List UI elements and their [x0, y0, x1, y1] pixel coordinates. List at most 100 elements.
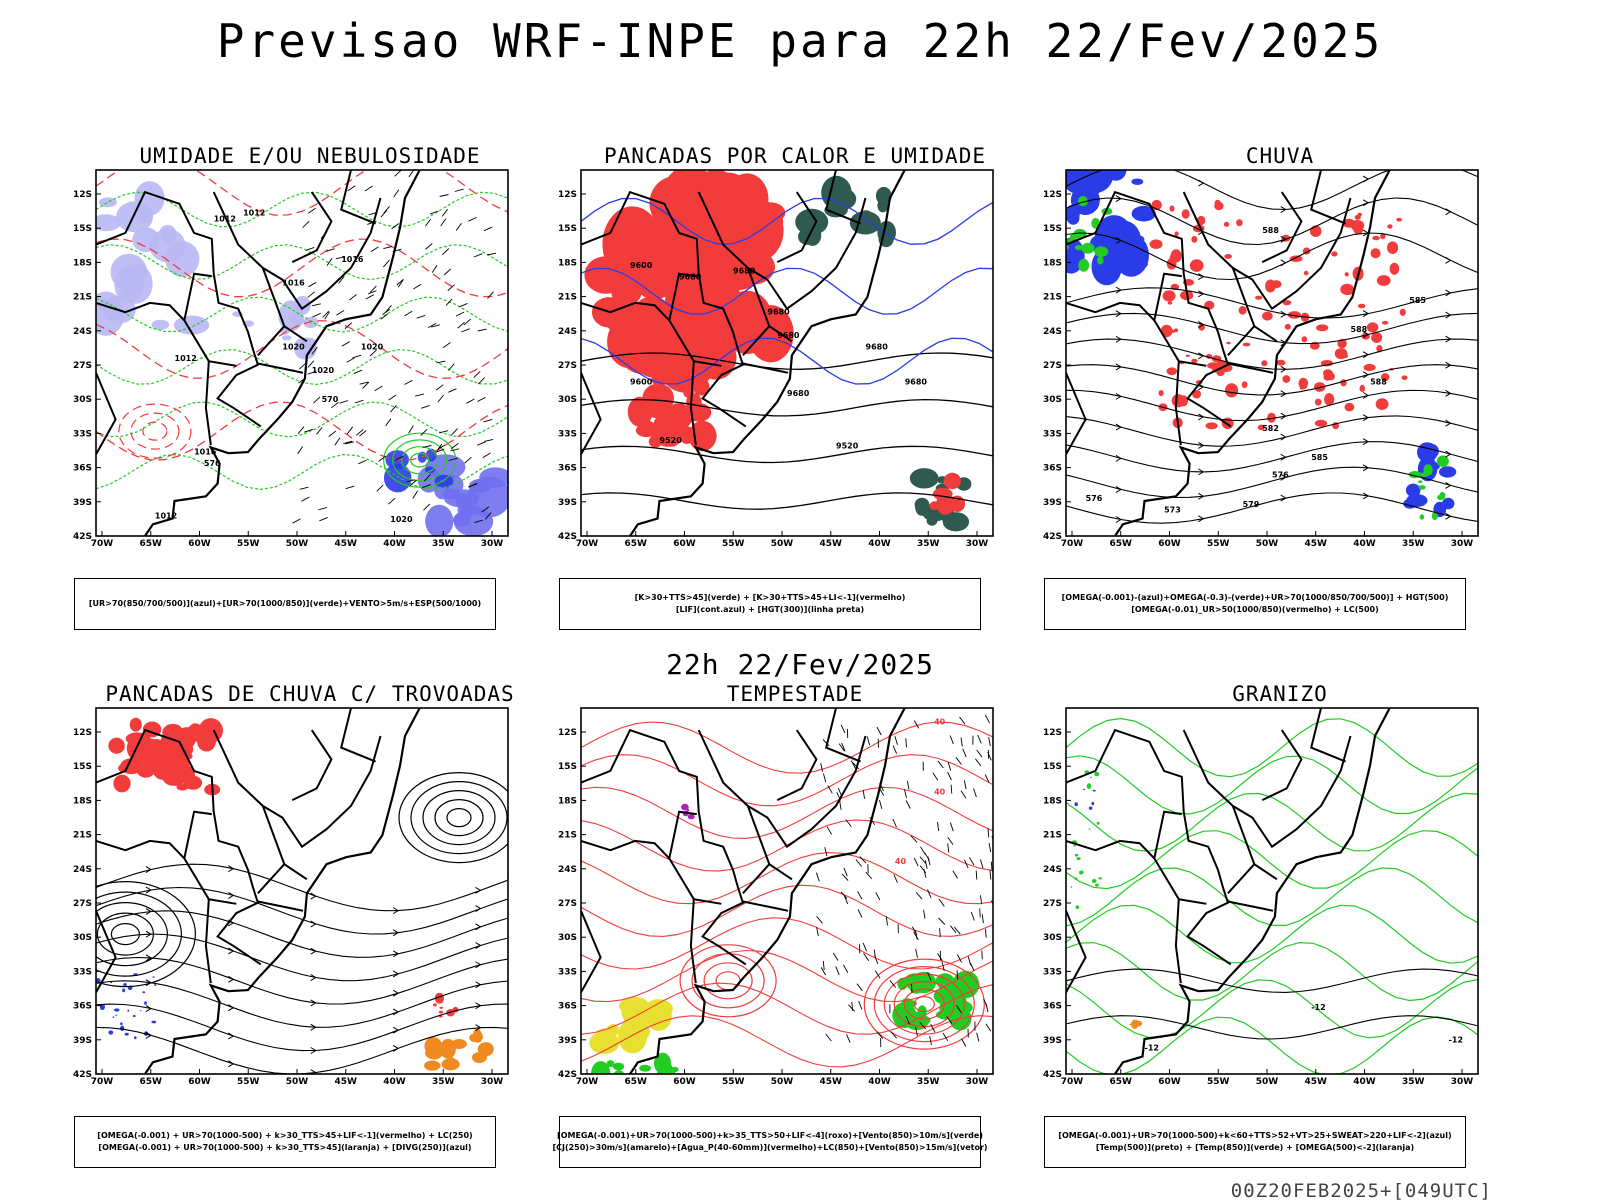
- y-tick-label: 36S: [1043, 1002, 1062, 1012]
- fill-area: [144, 1001, 147, 1004]
- fill-area: [1400, 309, 1406, 316]
- fill-area: [1331, 251, 1337, 256]
- y-tick-label: 30S: [558, 395, 577, 405]
- x-tick-label: 55W: [1207, 539, 1230, 549]
- fill-area: [921, 1016, 931, 1024]
- fill-area: [1075, 854, 1078, 857]
- fill-area: [140, 1010, 142, 1011]
- y-tick-label: 42S: [558, 1070, 577, 1080]
- y-tick-label: 33S: [558, 967, 577, 977]
- x-tick-label: 40W: [383, 539, 406, 549]
- x-tick-label: 30W: [966, 1077, 989, 1087]
- fill-area: [282, 335, 292, 340]
- x-tick-label: 65W: [140, 539, 163, 549]
- y-tick-label: 12S: [73, 728, 92, 738]
- fill-area: [1224, 222, 1229, 227]
- fill-area: [1090, 777, 1092, 778]
- fill-area: [120, 1026, 124, 1031]
- y-tick-label: 27S: [558, 361, 577, 371]
- x-tick-label: 35W: [1402, 539, 1425, 549]
- x-tick-label: 55W: [237, 539, 260, 549]
- fill-area: [1224, 254, 1232, 259]
- fill-area: [1290, 255, 1303, 262]
- fill-area: [1323, 374, 1332, 381]
- y-tick-label: 33S: [1043, 429, 1062, 439]
- weather-map: 9600968096809680968096809600952095209680…: [535, 170, 1015, 570]
- y-tick-label: 18S: [73, 796, 92, 806]
- x-tick-label: 65W: [625, 1077, 648, 1087]
- fill-area: [1079, 872, 1082, 874]
- fill-area: [467, 477, 510, 518]
- fill-area: [133, 1015, 136, 1017]
- y-tick-label: 39S: [73, 1036, 92, 1046]
- contour-label: 9680: [905, 378, 928, 387]
- fill-area: [1226, 342, 1230, 344]
- x-tick-label: 50W: [1256, 1077, 1279, 1087]
- contour-label: 1012: [175, 354, 197, 363]
- contour-label: 9680: [733, 267, 756, 276]
- x-tick-label: 60W: [188, 539, 211, 549]
- fill-area: [122, 989, 125, 993]
- contour-label: 9680: [787, 389, 810, 398]
- fill-area: [1285, 324, 1291, 330]
- x-tick-label: 30W: [966, 539, 989, 549]
- fill-area: [121, 269, 141, 287]
- x-tick-label: 35W: [432, 1077, 455, 1087]
- fill-area: [1282, 375, 1290, 383]
- y-tick-label: 39S: [558, 498, 577, 508]
- fill-area: [1163, 290, 1176, 301]
- contour-label: 579: [1243, 500, 1260, 509]
- x-tick-label: 35W: [1402, 1077, 1425, 1087]
- y-tick-label: 33S: [558, 429, 577, 439]
- fill-area: [425, 505, 453, 538]
- fill-area: [1345, 403, 1355, 412]
- contour-label: -12: [1311, 1003, 1325, 1012]
- x-tick-label: 60W: [673, 539, 696, 549]
- contour-label: 582: [1262, 424, 1279, 433]
- fill-area: [1255, 296, 1262, 300]
- fill-area: [142, 991, 145, 993]
- y-tick-label: 30S: [1043, 395, 1062, 405]
- x-tick-label: 55W: [722, 539, 745, 549]
- fill-area: [1437, 456, 1449, 467]
- x-tick-label: 35W: [917, 539, 940, 549]
- x-tick-label: 60W: [188, 1077, 211, 1087]
- fill-area: [944, 473, 961, 489]
- fill-area: [1170, 330, 1175, 333]
- fill-area: [641, 421, 654, 430]
- y-tick-label: 36S: [1043, 464, 1062, 474]
- x-tick-label: 30W: [481, 539, 504, 549]
- y-tick-label: 27S: [73, 361, 92, 371]
- x-tick-label: 50W: [1256, 539, 1279, 549]
- fill-area: [1094, 772, 1099, 776]
- contour-label: 1012: [243, 209, 265, 218]
- fill-area: [151, 1021, 156, 1024]
- fill-area: [1345, 272, 1349, 276]
- contour-label: 1016: [194, 447, 217, 456]
- fill-area: [1406, 484, 1421, 497]
- fill-area: [1091, 802, 1094, 805]
- fill-area: [1092, 879, 1097, 883]
- fill-area: [1437, 495, 1443, 500]
- x-tick-label: 70W: [1061, 1077, 1084, 1087]
- x-tick-label: 65W: [1110, 1077, 1133, 1087]
- fill-area: [681, 804, 689, 811]
- fill-area: [1097, 256, 1104, 264]
- y-tick-label: 36S: [558, 1002, 577, 1012]
- y-tick-label: 24S: [558, 327, 577, 337]
- legend-text: [CJ(250)>30m/s](amarelo)+[Agua_P(40-60mm…: [552, 1142, 987, 1154]
- fill-area: [686, 393, 701, 411]
- fill-area: [640, 1065, 646, 1071]
- x-tick-label: 30W: [1451, 539, 1474, 549]
- contour-label: 40: [934, 717, 946, 726]
- y-tick-label: 21S: [1043, 831, 1062, 841]
- y-tick-label: 39S: [1043, 498, 1062, 508]
- y-tick-label: 15S: [1043, 762, 1062, 772]
- fill-area: [1170, 206, 1175, 212]
- fill-area: [1304, 271, 1309, 276]
- y-tick-label: 30S: [73, 933, 92, 943]
